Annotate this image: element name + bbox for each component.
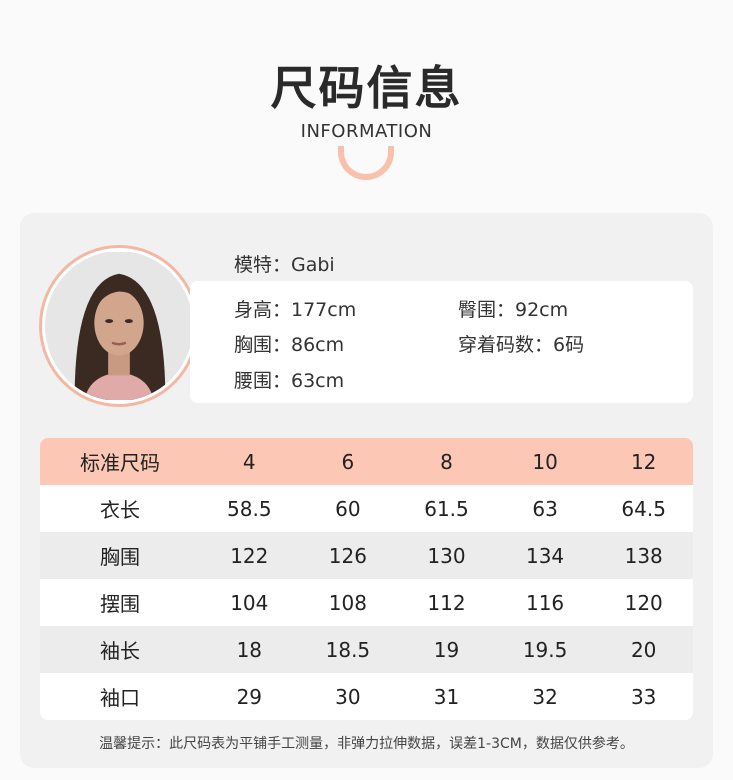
cell: 32 bbox=[495, 673, 595, 720]
row-label: 衣长 bbox=[40, 485, 200, 532]
row-label: 袖口 bbox=[40, 673, 200, 720]
row-label: 胸围 bbox=[40, 532, 200, 579]
cell: 134 bbox=[495, 532, 595, 579]
cell: 104 bbox=[200, 579, 299, 626]
model-hip: 臀围：92cm bbox=[458, 299, 569, 321]
cell: 33 bbox=[594, 673, 693, 720]
cell: 64.5 bbox=[594, 485, 693, 532]
cell: 63 bbox=[495, 485, 595, 532]
cell: 29 bbox=[200, 673, 299, 720]
header-cell: 4 bbox=[200, 438, 299, 485]
cell: 30 bbox=[298, 673, 398, 720]
row-label: 袖长 bbox=[40, 626, 200, 673]
cell: 112 bbox=[397, 579, 496, 626]
cell: 31 bbox=[397, 673, 496, 720]
model-photo bbox=[39, 245, 199, 407]
measurement-note: 温馨提示：此尺码表为平铺手工测量，非弹力拉伸数据，误差1-3CM，数据仅供参考。 bbox=[99, 736, 634, 752]
model-bust: 胸围：86cm bbox=[234, 334, 345, 356]
cell: 122 bbox=[200, 532, 299, 579]
cell: 138 bbox=[594, 532, 693, 579]
cell: 130 bbox=[397, 532, 496, 579]
size-table: 标准尺码 4 6 8 10 12 衣长 58.5 60 61.5 63 64.5 胸围 12… bbox=[40, 438, 693, 720]
cell: 60 bbox=[298, 485, 398, 532]
cell: 18.5 bbox=[298, 626, 398, 673]
table-row: 袖长 18 18.5 19 19.5 20 bbox=[40, 626, 693, 673]
cell: 108 bbox=[298, 579, 398, 626]
model-name: 模特：Gabi bbox=[234, 254, 335, 276]
row-label: 摆围 bbox=[40, 579, 200, 626]
header-cell: 8 bbox=[397, 438, 496, 485]
cell: 58.5 bbox=[200, 485, 299, 532]
header-cell: 6 bbox=[298, 438, 398, 485]
cell: 61.5 bbox=[397, 485, 496, 532]
table-header-row: 标准尺码 4 6 8 10 12 bbox=[40, 438, 693, 485]
cell: 126 bbox=[298, 532, 398, 579]
table-row: 袖口 29 30 31 32 33 bbox=[40, 673, 693, 720]
model-size-worn: 穿着码数：6码 bbox=[458, 334, 585, 356]
table-row: 胸围 122 126 130 134 138 bbox=[40, 532, 693, 579]
cell: 120 bbox=[594, 579, 693, 626]
header-cell: 标准尺码 bbox=[40, 438, 200, 485]
header-cell: 12 bbox=[594, 438, 693, 485]
page-subtitle: INFORMATION bbox=[300, 121, 433, 142]
cell: 19.5 bbox=[495, 626, 595, 673]
table-row: 摆围 104 108 112 116 120 bbox=[40, 579, 693, 626]
model-stats-panel: 身高：177cm 臀围：92cm 胸围：86cm 穿着码数：6码 腰围：63cm bbox=[190, 281, 693, 403]
smile-decoration bbox=[338, 146, 394, 180]
cell: 18 bbox=[200, 626, 299, 673]
model-waist: 腰围：63cm bbox=[234, 370, 345, 392]
page-title: 尺码信息 bbox=[270, 61, 463, 115]
header-cell: 10 bbox=[495, 438, 595, 485]
cell: 116 bbox=[495, 579, 595, 626]
model-height: 身高：177cm bbox=[234, 299, 357, 321]
cell: 20 bbox=[594, 626, 693, 673]
table-row: 衣长 58.5 60 61.5 63 64.5 bbox=[40, 485, 693, 532]
cell: 19 bbox=[397, 626, 496, 673]
